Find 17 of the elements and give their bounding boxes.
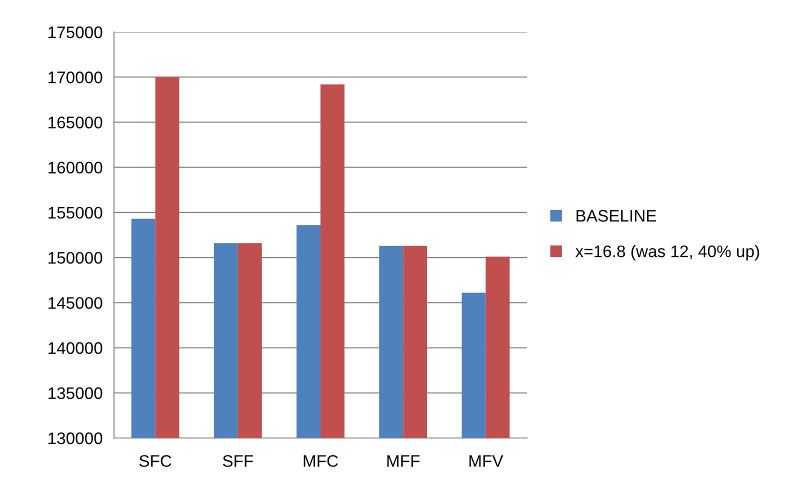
- legend-label: BASELINE: [576, 210, 656, 222]
- y-tick-label: 160000: [48, 162, 102, 174]
- y-tick-label: 145000: [48, 297, 102, 309]
- y-tick-label: 165000: [48, 116, 102, 128]
- y-tick-label: 175000: [48, 26, 102, 38]
- x-tick-label: MFF: [387, 455, 420, 467]
- y-tick-label: 150000: [48, 252, 102, 264]
- y-tick-label: 130000: [48, 432, 102, 444]
- y-tick-label: 170000: [48, 72, 102, 84]
- y-tick-label: 140000: [48, 342, 102, 354]
- x-tick-label: MFV: [469, 455, 504, 467]
- x-tick-label: SFC: [139, 455, 172, 467]
- y-tick-label: 135000: [48, 387, 102, 400]
- x-tick-label: MFC: [304, 455, 338, 467]
- legend-label: x=16.8 (was 12, 40% up): [575, 245, 760, 261]
- x-tick-label: SFF: [222, 455, 253, 467]
- y-tick-label: 155000: [48, 206, 102, 219]
